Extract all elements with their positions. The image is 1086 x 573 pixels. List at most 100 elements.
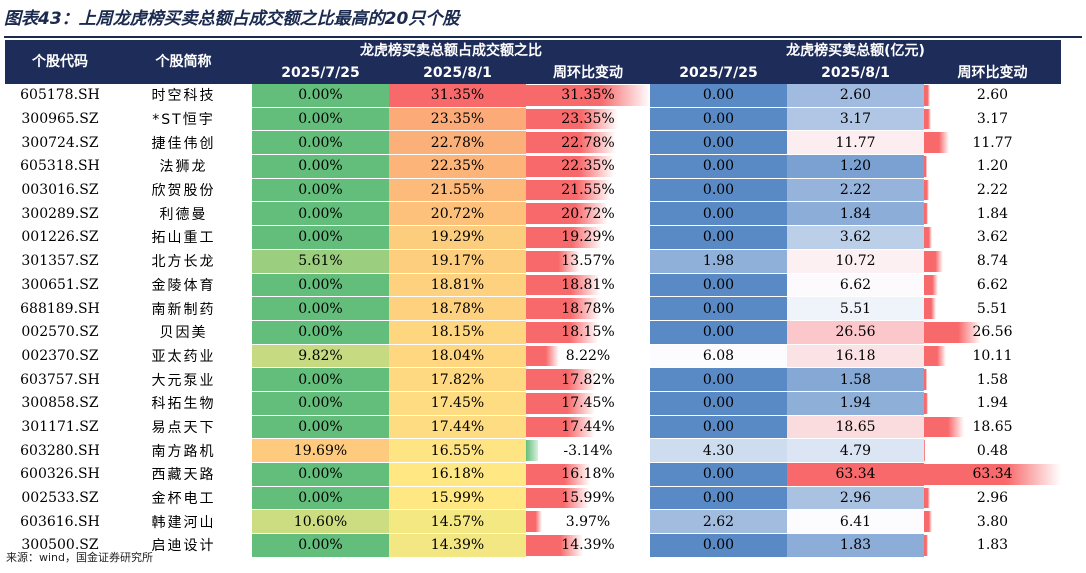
data-bar bbox=[924, 85, 930, 106]
cell-ratio-date2: 17.82% bbox=[389, 367, 526, 392]
cell-code: 002570.SZ bbox=[5, 320, 115, 345]
data-bar bbox=[924, 179, 929, 201]
title-underline bbox=[4, 36, 1082, 38]
cell-amount-change: 63.34 bbox=[924, 462, 1061, 487]
cell-amount-change: 1.94 bbox=[924, 391, 1061, 416]
cell-name: 易点天下 bbox=[115, 415, 252, 440]
data-bar bbox=[526, 227, 603, 248]
cell-ratio-change-value: 17.44% bbox=[561, 418, 615, 435]
cell-ratio-date1: 0.00% bbox=[252, 154, 389, 179]
figure-title: 图表43：上周龙虎榜买卖总额占成交额之比最高的20只个股 bbox=[4, 9, 460, 29]
header-group-amount: 龙虎榜买卖总额(亿元) bbox=[650, 40, 1061, 62]
cell-name: 科拓生物 bbox=[115, 391, 252, 416]
data-bar bbox=[924, 321, 982, 343]
cell-code: 300500.SZ bbox=[5, 533, 115, 558]
cell-ratio-change: 18.78% bbox=[526, 296, 650, 321]
cell-amount-date2: 4.79 bbox=[787, 438, 924, 463]
cell-amount-date1: 6.08 bbox=[650, 344, 787, 369]
table-row: 300500.SZ 启迪设计 0.00% 14.39% 14.39% 0.00 1.83 1.… bbox=[5, 533, 1061, 558]
cell-ratio-date1: 0.00% bbox=[252, 84, 389, 108]
cell-amount-change-value: 1.20 bbox=[976, 158, 1009, 175]
cell-amount-date2: 18.65 bbox=[787, 415, 924, 440]
cell-ratio-date2: 16.55% bbox=[389, 438, 526, 463]
cell-ratio-date1: 0.00% bbox=[252, 415, 389, 440]
cell-ratio-change-value: 13.57% bbox=[561, 253, 615, 270]
cell-code: 603757.SH bbox=[5, 367, 115, 392]
data-bar bbox=[924, 250, 943, 272]
cell-ratio-date1: 0.00% bbox=[252, 462, 389, 487]
data-bar bbox=[526, 440, 539, 461]
cell-amount-change: 0.48 bbox=[924, 438, 1061, 463]
cell-ratio-change: 19.29% bbox=[526, 225, 650, 250]
cell-amount-date2: 6.62 bbox=[787, 273, 924, 298]
cell-amount-date1: 0.00 bbox=[650, 178, 787, 203]
data-bar bbox=[924, 511, 933, 533]
source-note: 来源：wind，国金证券研究所 bbox=[6, 551, 154, 564]
table-row: 603616.SH 韩建河山 10.60% 14.57% 3.97% 2.62 6.41 3.… bbox=[5, 509, 1061, 535]
cell-name: 拓山重工 bbox=[115, 225, 252, 250]
table-row: 003016.SZ 欣贺股份 0.00% 21.55% 21.55% 0.00 2.22 2.… bbox=[5, 178, 1061, 203]
cell-code: 605318.SH bbox=[5, 154, 115, 179]
cell-amount-date1: 1.98 bbox=[650, 249, 787, 274]
cell-amount-date1: 2.62 bbox=[650, 509, 787, 535]
cell-amount-date2: 1.83 bbox=[787, 533, 924, 558]
cell-ratio-date1: 0.00% bbox=[252, 273, 389, 298]
cell-amount-date2: 2.60 bbox=[787, 84, 924, 108]
cell-amount-date1: 0.00 bbox=[650, 367, 787, 392]
cell-name: 时空科技 bbox=[115, 84, 252, 108]
cell-amount-change: 5.51 bbox=[924, 296, 1061, 321]
cell-ratio-date2: 31.35% bbox=[389, 84, 526, 108]
cell-amount-date1: 0.00 bbox=[650, 107, 787, 132]
cell-code: 002370.SZ bbox=[5, 344, 115, 369]
data-bar bbox=[526, 321, 598, 343]
cell-code: 600326.SH bbox=[5, 462, 115, 487]
cell-name: 贝因美 bbox=[115, 320, 252, 345]
cell-ratio-date1: 0.00% bbox=[252, 320, 389, 345]
cell-name: 南方路机 bbox=[115, 438, 252, 463]
cell-name: 韩建河山 bbox=[115, 509, 252, 535]
cell-amount-date1: 0.00 bbox=[650, 154, 787, 179]
cell-name: 利德曼 bbox=[115, 201, 252, 227]
data-bar bbox=[526, 203, 608, 225]
cell-code: 003016.SZ bbox=[5, 178, 115, 203]
cell-ratio-date2: 18.15% bbox=[389, 320, 526, 345]
cell-ratio-date2: 16.18% bbox=[389, 462, 526, 487]
cell-amount-change: 8.74 bbox=[924, 249, 1061, 274]
cell-ratio-date2: 18.81% bbox=[389, 273, 526, 298]
cell-ratio-change-value: 8.22% bbox=[565, 347, 611, 364]
cell-amount-change-value: 63.34 bbox=[972, 466, 1013, 483]
cell-ratio-change-value: 20.72% bbox=[561, 205, 615, 222]
cell-amount-change-value: 3.80 bbox=[976, 513, 1009, 530]
cell-amount-change-value: 1.84 bbox=[976, 205, 1009, 222]
data-bar bbox=[526, 108, 619, 130]
cell-ratio-change: 13.57% bbox=[526, 249, 650, 274]
data-bar bbox=[526, 179, 612, 201]
data-bar bbox=[526, 345, 559, 367]
cell-ratio-change: 22.35% bbox=[526, 154, 650, 179]
cell-ratio-date2: 15.99% bbox=[389, 486, 526, 511]
header-amount-change: 周环比变动 bbox=[924, 62, 1061, 84]
cell-name: 西藏天路 bbox=[115, 462, 252, 487]
cell-amount-change: 1.83 bbox=[924, 533, 1061, 558]
header-ratio-date2: 2025/8/1 bbox=[389, 62, 526, 84]
cell-amount-date1: 4.30 bbox=[650, 438, 787, 463]
cell-amount-change: 11.77 bbox=[924, 130, 1061, 156]
data-bar bbox=[924, 156, 927, 177]
cell-ratio-change-value: -3.14% bbox=[563, 442, 613, 459]
cell-ratio-change-value: 22.35% bbox=[561, 158, 615, 175]
table-row: 002370.SZ 亚太药业 9.82% 18.04% 8.22% 6.08 16.18 10… bbox=[5, 344, 1061, 369]
cell-name: 法狮龙 bbox=[115, 154, 252, 179]
cell-amount-date2: 2.96 bbox=[787, 486, 924, 511]
cell-ratio-date2: 22.78% bbox=[389, 130, 526, 156]
cell-code: 300858.SZ bbox=[5, 391, 115, 416]
cell-ratio-change-value: 21.55% bbox=[561, 182, 615, 199]
header-name: 个股简称 bbox=[115, 40, 252, 84]
cell-amount-date2: 11.77 bbox=[787, 130, 924, 156]
cell-code: 300965.SZ bbox=[5, 107, 115, 132]
data-bar bbox=[526, 298, 601, 319]
cell-ratio-date1: 19.69% bbox=[252, 438, 389, 463]
cell-ratio-date2: 17.45% bbox=[389, 391, 526, 416]
cell-amount-date2: 1.58 bbox=[787, 367, 924, 392]
cell-ratio-date2: 14.57% bbox=[389, 509, 526, 535]
header-amount-date1: 2025/7/25 bbox=[650, 62, 787, 84]
